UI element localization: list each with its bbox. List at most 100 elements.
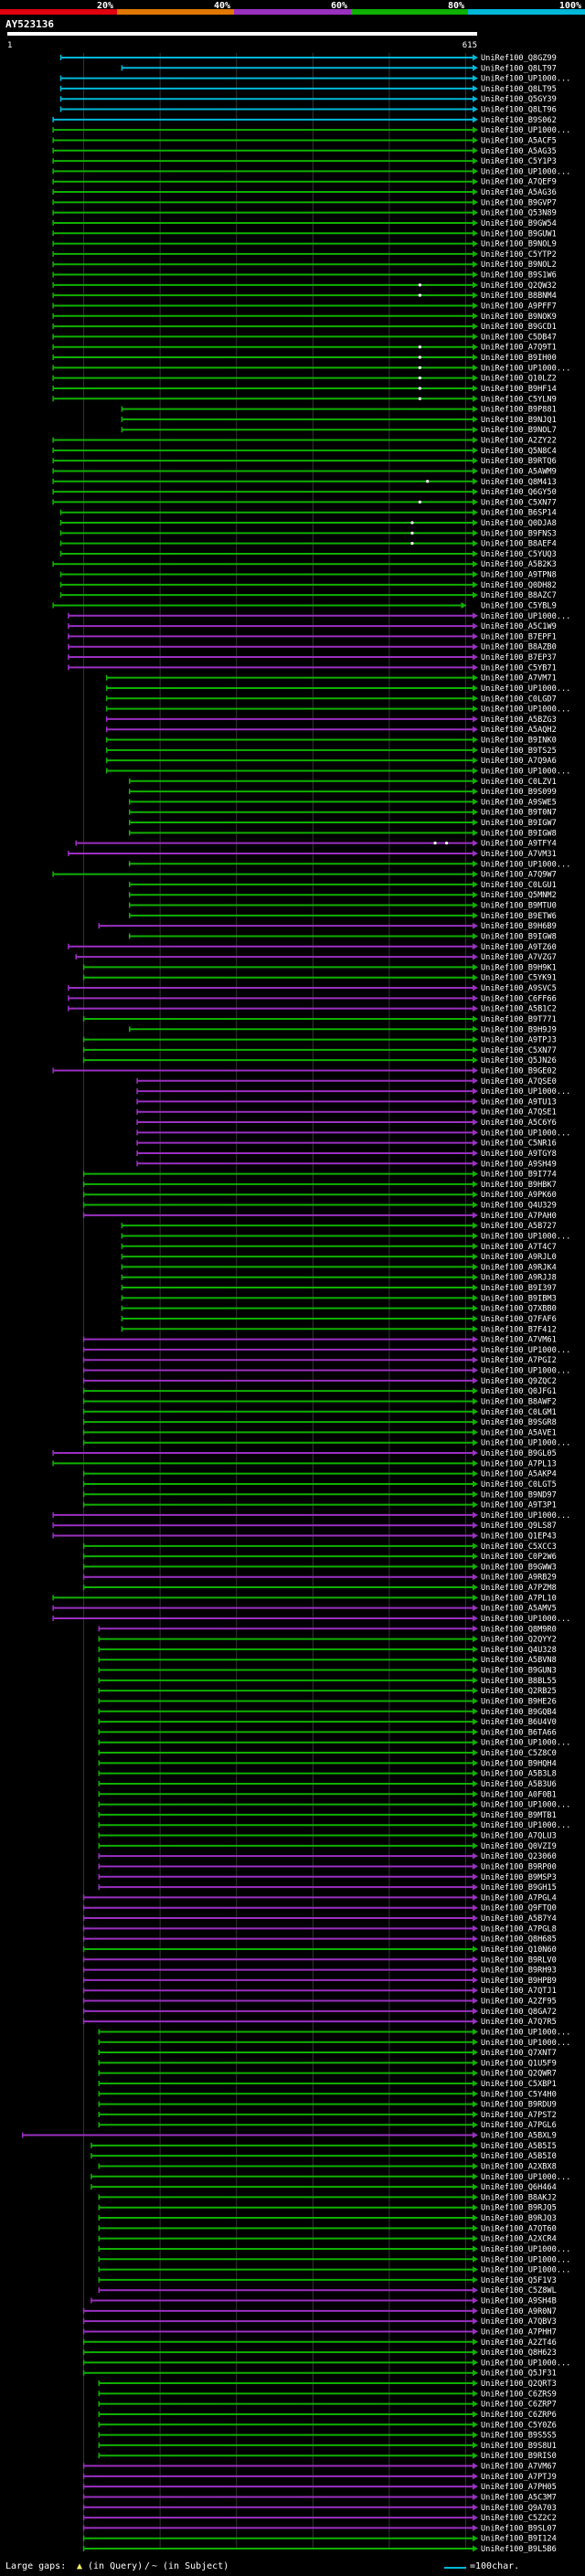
hit-row[interactable]: UniRef100_UP1000... — [98, 2039, 570, 2048]
hit-row[interactable]: UniRef100_UP1000... — [59, 75, 571, 84]
hit-label[interactable]: UniRef100_A7QT60 — [481, 2224, 557, 2233]
hit-label[interactable]: UniRef100_C5XBP1 — [481, 2080, 557, 2089]
hit-label[interactable]: UniRef100_A7PH05 — [481, 2483, 557, 2492]
hit-label[interactable]: UniRef100_UP1000... — [481, 126, 570, 135]
hit-row[interactable]: UniRef100_UP1000... — [52, 1511, 570, 1521]
hit-row[interactable]: UniRef100_B9GW54 — [52, 219, 557, 228]
hit-row[interactable]: UniRef100_C5YB71 — [68, 663, 557, 673]
hit-label[interactable]: UniRef100_B9HPB9 — [481, 1977, 557, 1986]
hit-label[interactable]: UniRef100_A5C6Y6 — [481, 1118, 557, 1128]
hit-label[interactable]: UniRef100_A5B1C2 — [481, 1005, 557, 1014]
hit-row[interactable]: UniRef100_C5XBP1 — [98, 2080, 557, 2089]
hit-row[interactable]: UniRef100_B9GVP7 — [52, 198, 557, 207]
hit-row[interactable]: UniRef100_A9SVC5 — [68, 984, 557, 993]
hit-label[interactable]: UniRef100_A7Q9A6 — [481, 757, 557, 766]
hit-row[interactable]: UniRef100_B9GQB4 — [98, 1708, 557, 1717]
hit-label[interactable]: UniRef100_UP1000... — [481, 2028, 570, 2037]
hit-label[interactable]: UniRef100_B9H9K1 — [481, 963, 557, 972]
hit-row[interactable]: UniRef100_A7VM61 — [82, 1336, 557, 1345]
hit-row[interactable]: UniRef100_C0LGT5 — [82, 1480, 557, 1489]
hit-label[interactable]: UniRef100_A7PL13 — [481, 1459, 557, 1468]
hit-row[interactable]: UniRef100_A7PGL6 — [98, 2121, 557, 2130]
hit-label[interactable]: UniRef100_B9S8U1 — [481, 2442, 557, 2451]
hit-row[interactable]: UniRef100_A9TPJ3 — [82, 1036, 557, 1045]
hit-row[interactable]: UniRef100_A7VM71 — [105, 674, 557, 684]
hit-label[interactable]: UniRef100_A5BXL9 — [481, 2132, 557, 2141]
hit-row[interactable]: UniRef100_Q9A703 — [82, 2504, 557, 2513]
hit-row[interactable]: UniRef100_Q7XBB0 — [121, 1305, 557, 1314]
hit-label[interactable]: UniRef100_Q8GZ99 — [481, 54, 557, 63]
hit-label[interactable]: UniRef100_UP1000... — [481, 2245, 570, 2254]
hit-label[interactable]: UniRef100_Q10LZ2 — [481, 375, 557, 384]
hit-row[interactable]: UniRef100_Q6GY50 — [52, 488, 557, 497]
hit-label[interactable]: UniRef100_A7PGL8 — [481, 1924, 557, 1934]
hit-label[interactable]: UniRef100_A9SVC5 — [481, 984, 557, 993]
hit-row[interactable]: UniRef100_A5BZG3 — [105, 716, 557, 725]
hit-row[interactable]: UniRef100_Q5GY39 — [59, 95, 557, 104]
hit-label[interactable]: UniRef100_UP1000... — [481, 860, 570, 869]
hit-label[interactable]: UniRef100_Q8H685 — [481, 1935, 557, 1945]
hit-label[interactable]: UniRef100_A9TZ60 — [481, 943, 557, 952]
hit-label[interactable]: UniRef100_Q8M9R0 — [481, 1625, 557, 1634]
hit-row[interactable]: UniRef100_UP1000... — [136, 1087, 570, 1097]
hit-label[interactable]: UniRef100_B7EP37 — [481, 653, 557, 663]
hit-row[interactable]: UniRef100_B7F412 — [121, 1325, 557, 1334]
hit-label[interactable]: UniRef100_UP1000... — [481, 167, 570, 176]
hit-row[interactable]: UniRef100_C5NR16 — [136, 1140, 557, 1149]
hit-row[interactable]: UniRef100_A9RJK4 — [121, 1263, 557, 1272]
hit-label[interactable]: UniRef100_Q8GA72 — [481, 2008, 557, 2017]
hit-label[interactable]: UniRef100_C5YUQ3 — [481, 550, 557, 559]
hit-row[interactable]: UniRef100_C6FF66 — [68, 994, 557, 1003]
hit-row[interactable]: UniRef100_A7Q7R5 — [82, 2018, 557, 2027]
hit-row[interactable]: UniRef100_A7PHH7 — [82, 2327, 557, 2337]
hit-label[interactable]: UniRef100_A7Q9W7 — [481, 871, 557, 880]
hit-label[interactable]: UniRef100_Q5JN26 — [481, 1056, 557, 1065]
hit-row[interactable]: UniRef100_A7PGL4 — [82, 1893, 557, 1903]
hit-label[interactable]: UniRef100_Q4U328 — [481, 1646, 557, 1655]
hit-label[interactable]: UniRef100_UP1000... — [481, 75, 570, 84]
hit-row[interactable]: UniRef100_A7QSE1 — [136, 1108, 557, 1118]
hit-label[interactable]: UniRef100_B9MTB1 — [481, 1811, 557, 1820]
hit-row[interactable]: UniRef100_B9NOL9 — [52, 240, 557, 249]
hit-label[interactable]: UniRef100_B9MSP3 — [481, 1873, 557, 1882]
hit-label[interactable]: UniRef100_B9NOL7 — [481, 426, 557, 435]
hit-label[interactable]: UniRef100_B9RLV0 — [481, 1956, 557, 1965]
hit-row[interactable]: UniRef100_B9MTU0 — [128, 902, 557, 911]
hit-label[interactable]: UniRef100_Q9FTQ0 — [481, 1904, 557, 1913]
hit-label[interactable]: UniRef100_B9S5S5 — [481, 2432, 557, 2441]
hit-label[interactable]: UniRef100_A5B7Y4 — [481, 1914, 557, 1924]
hit-label[interactable]: UniRef100_C0LGD7 — [481, 694, 557, 704]
hit-label[interactable]: UniRef100_A7VM67 — [481, 2463, 557, 2472]
hit-label[interactable]: UniRef100_A5C3M7 — [481, 2493, 557, 2502]
hit-label[interactable]: UniRef100_Q1U5F9 — [481, 2059, 557, 2068]
hit-row[interactable]: UniRef100_B9GWW3 — [82, 1563, 557, 1572]
hit-label[interactable]: UniRef100_Q7XBB0 — [481, 1305, 557, 1314]
hit-label[interactable]: UniRef100_UP1000... — [481, 1615, 570, 1624]
hit-row[interactable]: UniRef100_A5B5I5 — [90, 2142, 557, 2151]
hit-row[interactable]: UniRef100_Q5JF31 — [82, 2369, 557, 2379]
hit-row[interactable]: UniRef100_A2XBX8 — [98, 2162, 557, 2171]
hit-row[interactable]: UniRef100_B9INK0 — [105, 737, 557, 746]
hit-label[interactable]: UniRef100_B9H6B9 — [481, 922, 557, 931]
hit-row[interactable]: UniRef100_B9IGW8 — [128, 829, 557, 838]
hit-label[interactable]: UniRef100_A7QTJ1 — [481, 1987, 557, 1996]
hit-label[interactable]: UniRef100_A9SWE5 — [481, 798, 557, 807]
hit-label[interactable]: UniRef100_Q2QW32 — [481, 281, 557, 291]
hit-label[interactable]: UniRef100_Q2QYY2 — [481, 1636, 557, 1645]
hit-label[interactable]: UniRef100_B9NJQ1 — [481, 416, 557, 425]
hit-row[interactable]: UniRef100_UP1000... — [98, 2255, 570, 2264]
hit-label[interactable]: UniRef100_A2XBX8 — [481, 2162, 557, 2171]
hit-label[interactable]: UniRef100_A9RJJ8 — [481, 1274, 557, 1283]
hit-row[interactable]: UniRef100_B8BNM4 — [52, 292, 557, 301]
hit-label[interactable]: UniRef100_Q1EP43 — [481, 1532, 557, 1542]
hit-label[interactable]: UniRef100_Q8LT95 — [481, 85, 557, 94]
hit-row[interactable]: UniRef100_UP1000... — [52, 1615, 570, 1624]
hit-label[interactable]: UniRef100_A5AKP4 — [481, 1470, 557, 1479]
hit-label[interactable]: UniRef100_Q0DJA8 — [481, 519, 557, 528]
hit-row[interactable]: UniRef100_A5C1W9 — [68, 622, 557, 631]
hit-label[interactable]: UniRef100_C5YK91 — [481, 974, 557, 983]
hit-row[interactable]: UniRef100_B9I774 — [82, 1171, 557, 1180]
hit-label[interactable]: UniRef100_B9IGW8 — [481, 829, 557, 838]
hit-row[interactable]: UniRef100_Q6H464 — [90, 2183, 557, 2192]
hit-row[interactable]: UniRef100_A7Q9T1 — [52, 344, 557, 353]
